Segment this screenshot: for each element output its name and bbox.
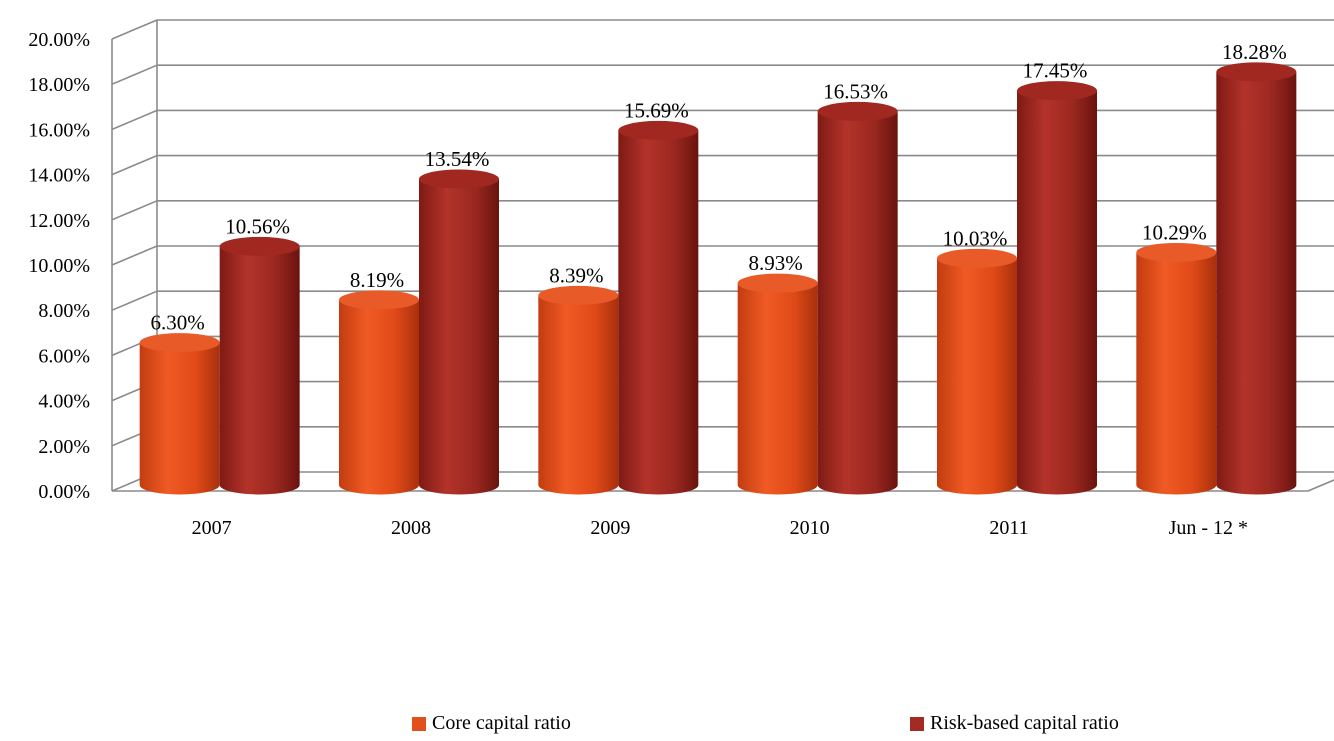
- y-tick-label: 10.00%: [28, 255, 90, 277]
- bar-core: [737, 283, 818, 495]
- gridline-depth: [111, 64, 158, 85]
- x-tick-label: Jun - 12 *: [1169, 517, 1248, 539]
- y-tick-label: 14.00%: [28, 165, 90, 187]
- x-tick-label: 2009: [590, 517, 630, 539]
- bar-core: [538, 295, 619, 495]
- y-axis-ticks: 0.00% 2.00% 4.00% 6.00% 8.00% 10.00% 12.00% 14.…: [28, 29, 90, 503]
- bar-core: [1136, 252, 1217, 495]
- data-label-core: 8.19%: [350, 268, 404, 292]
- data-label-risk: 10.56%: [225, 214, 290, 238]
- y-tick-label: 18.00%: [28, 74, 90, 96]
- data-label-risk: 18.28%: [1222, 40, 1287, 64]
- bar-top-risk: [1216, 62, 1297, 82]
- bar-top-risk: [817, 101, 898, 121]
- bar-top-risk: [219, 236, 300, 256]
- legend-swatch-core: [412, 716, 426, 731]
- legend-label-risk: Risk-based capital ratio: [930, 712, 1119, 734]
- data-labels: 6.30% 10.56% 8.19% 13.54% 8.39% 15.69% 8.93% 16…: [151, 40, 1287, 335]
- data-label-core: 10.29%: [1142, 220, 1207, 244]
- x-tick-label: 2007: [192, 517, 232, 539]
- y-tick-label: 4.00%: [38, 391, 90, 413]
- legend-risk: Risk-based capital ratio: [910, 712, 1119, 735]
- y-tick-label: 12.00%: [28, 210, 90, 232]
- bar-risk: [1017, 90, 1097, 495]
- bar-risk: [618, 130, 699, 495]
- data-label-risk: 16.53%: [823, 79, 888, 103]
- bar-risk: [1216, 71, 1297, 495]
- gridline-depth: [111, 154, 158, 176]
- legend-core: Core capital ratio: [412, 712, 571, 735]
- bar-top-core: [1136, 242, 1217, 262]
- y-tick-label: 20.00%: [28, 29, 90, 51]
- x-axis-ticks: 2007 2008 2009 2010 2011 Jun - 12 *: [192, 517, 1248, 539]
- bar-core: [937, 258, 1017, 495]
- data-label-core: 8.39%: [549, 263, 603, 287]
- bar-top-core: [139, 333, 220, 353]
- bar-core: [139, 342, 220, 495]
- legend-swatch-risk: [910, 716, 924, 731]
- y-tick-label: 8.00%: [38, 300, 90, 322]
- y-tick-label: 16.00%: [28, 119, 90, 141]
- gridline-depth: [111, 19, 158, 40]
- gridline-depth: [111, 109, 158, 131]
- data-label-risk: 17.45%: [1023, 59, 1088, 83]
- legend-label-core: Core capital ratio: [432, 712, 571, 734]
- data-label-core: 10.03%: [943, 226, 1008, 250]
- data-label-risk: 13.54%: [425, 147, 490, 171]
- data-label-core: 8.93%: [749, 251, 803, 275]
- gridline-depth: [111, 200, 158, 221]
- bar-top-risk: [618, 120, 699, 140]
- bar-top-core: [339, 290, 419, 310]
- y-tick-label: 6.00%: [38, 345, 90, 367]
- data-label-risk: 15.69%: [624, 98, 689, 122]
- bar-risk: [817, 111, 898, 495]
- bar-core: [339, 299, 419, 495]
- bar-top-core: [937, 248, 1017, 268]
- bar-top-core: [538, 285, 619, 305]
- bar-top-risk: [419, 169, 499, 189]
- x-tick-label: 2011: [989, 517, 1028, 539]
- bar-risk: [419, 178, 499, 495]
- bars: [139, 62, 1297, 495]
- data-label-core: 6.30%: [151, 311, 205, 335]
- x-tick-label: 2008: [391, 517, 431, 539]
- gridline-depth: [111, 290, 158, 311]
- x-tick-label: 2010: [790, 517, 830, 539]
- gridline-depth: [111, 245, 158, 266]
- bar-risk: [219, 246, 300, 495]
- bar-top-core: [737, 273, 818, 293]
- y-tick-label: 2.00%: [38, 436, 90, 458]
- bar-top-risk: [1017, 81, 1097, 101]
- floor-right-edge: [1307, 479, 1334, 492]
- y-tick-label: 0.00%: [38, 481, 90, 503]
